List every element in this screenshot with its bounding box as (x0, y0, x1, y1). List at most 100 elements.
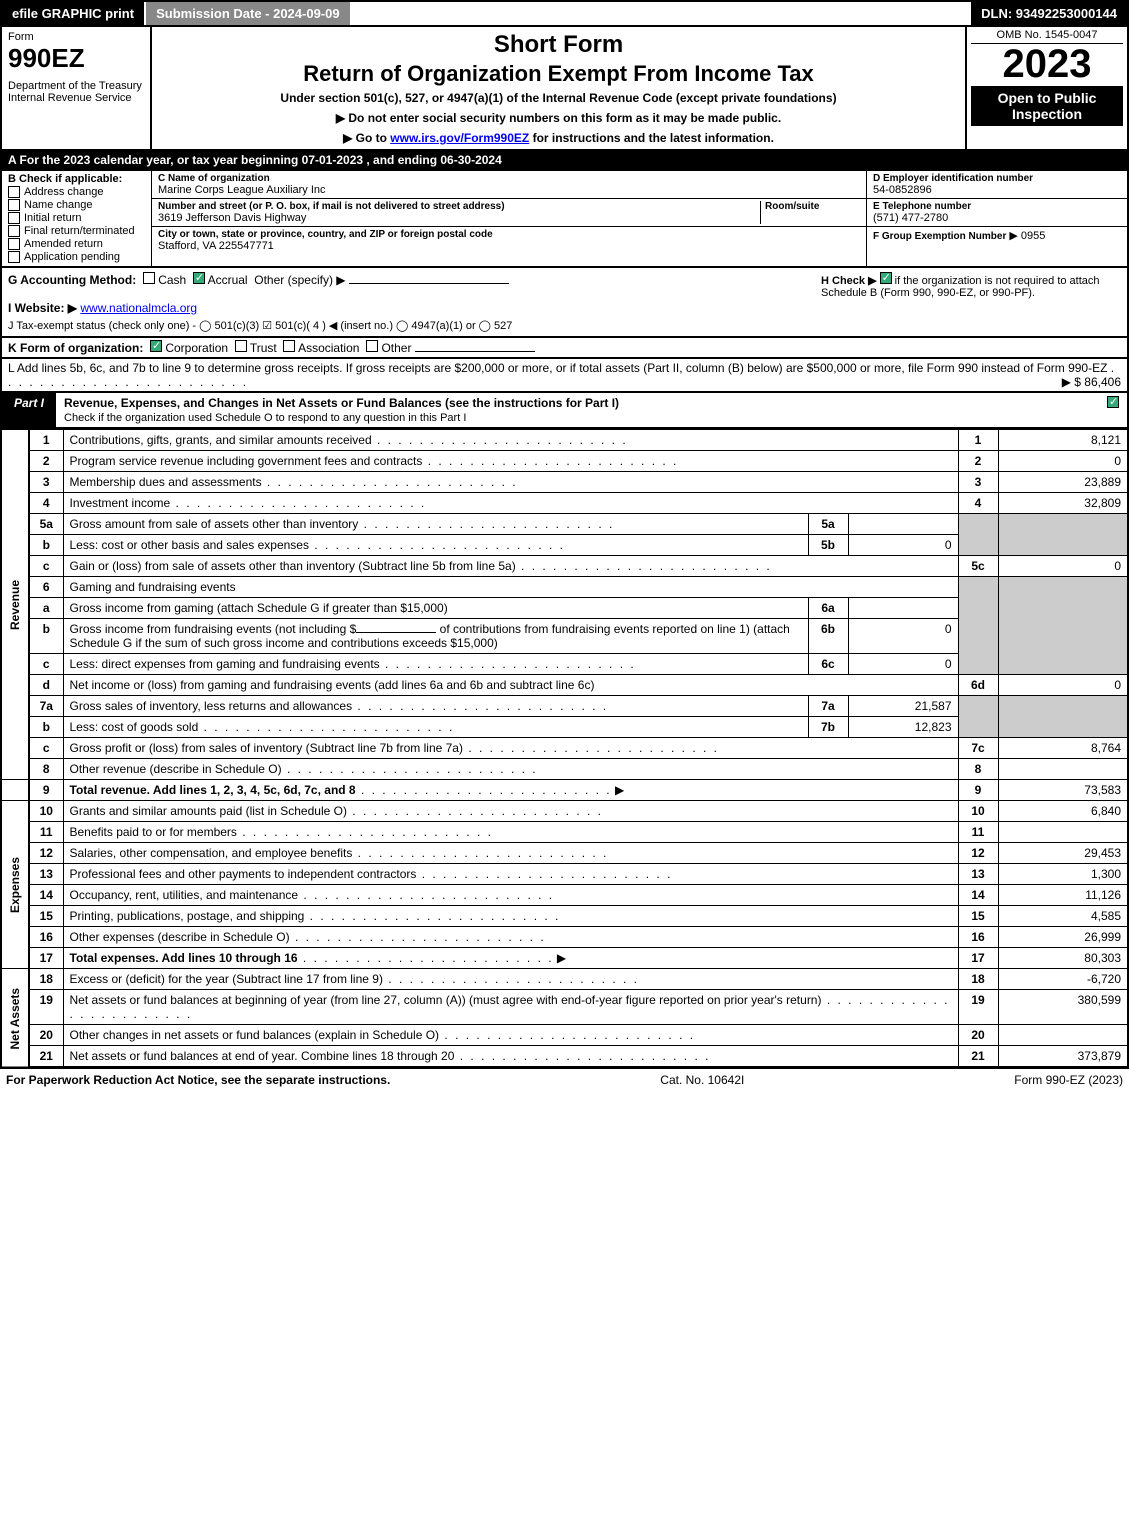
irs-link[interactable]: www.irs.gov/Form990EZ (390, 131, 529, 145)
efile-print-button[interactable]: efile GRAPHIC print (2, 2, 146, 25)
chk-label: Final return/terminated (24, 225, 135, 237)
checkbox-initial-return[interactable] (8, 212, 20, 224)
j-line: J Tax-exempt status (check only one) - ◯… (8, 319, 1121, 332)
checkbox-cash[interactable] (143, 272, 155, 284)
header-right: OMB No. 1545-0047 2023 Open to Public In… (967, 27, 1127, 149)
sub-value (848, 514, 958, 535)
footer-form-ref: Form 990-EZ (2023) (1014, 1073, 1123, 1087)
checkbox-name-change[interactable] (8, 199, 20, 211)
line-value (998, 759, 1128, 780)
street-label: Number and street (or P. O. box, if mail… (158, 201, 760, 212)
line-value: 80,303 (998, 948, 1128, 969)
line-value: 373,879 (998, 1046, 1128, 1068)
sub-value: 0 (848, 654, 958, 675)
checkbox-trust[interactable] (235, 340, 247, 352)
instruction-2: ▶ Go to www.irs.gov/Form990EZ for instru… (158, 131, 959, 145)
line-desc: Gaming and fundraising events (63, 577, 958, 598)
line-desc: Other revenue (describe in Schedule O) (70, 762, 282, 776)
line-value: 29,453 (998, 843, 1128, 864)
phone-label: E Telephone number (873, 201, 1121, 212)
checkbox-final-return[interactable] (8, 225, 20, 237)
sub-value: 12,823 (848, 717, 958, 738)
line-value: 0 (998, 451, 1128, 472)
org-name: Marine Corps League Auxiliary Inc (158, 184, 860, 196)
line-desc: Program service revenue including govern… (70, 454, 423, 468)
city-value: Stafford, VA 225547771 (158, 240, 860, 252)
line-num: 1 (29, 430, 63, 451)
sub-value: 21,587 (848, 696, 958, 717)
h-line: H Check ▶ if the organization is not req… (821, 272, 1121, 299)
tax-year: 2023 (971, 44, 1123, 84)
line-desc: Less: direct expenses from gaming and fu… (70, 657, 380, 671)
subtitle: Under section 501(c), 527, or 4947(a)(1)… (158, 91, 959, 105)
line-desc: Net income or (loss) from gaming and fun… (70, 678, 595, 692)
header-left: Form 990EZ Department of the Treasury In… (2, 27, 152, 149)
chk-label: Address change (24, 186, 104, 198)
l-value: ▶ $ 86,406 (1062, 375, 1121, 389)
line-desc: Occupancy, rent, utilities, and maintena… (70, 888, 299, 902)
checkbox-address-change[interactable] (8, 186, 20, 198)
part-1-header: Part I Revenue, Expenses, and Changes in… (0, 393, 1129, 429)
line-value: 1,300 (998, 864, 1128, 885)
line-desc: Gross income from gaming (attach Schedul… (70, 601, 448, 615)
cash-label: Cash (158, 273, 186, 287)
other-label: Other (specify) ▶ (254, 273, 345, 287)
line-desc: Salaries, other compensation, and employ… (70, 846, 353, 860)
line-desc: Excess or (deficit) for the year (Subtra… (70, 972, 383, 986)
other-specify-input[interactable] (349, 283, 509, 284)
checkbox-corporation[interactable] (150, 340, 162, 352)
line-desc: Total revenue. Add lines 1, 2, 3, 4, 5c,… (70, 783, 356, 797)
website-link[interactable]: www.nationalmcla.org (80, 301, 197, 315)
chk-label: Amended return (24, 238, 103, 250)
checkbox-amended-return[interactable] (8, 238, 20, 250)
ein-label: D Employer identification number (873, 173, 1121, 184)
part-1-table: Revenue 1 Contributions, gifts, grants, … (0, 429, 1129, 1068)
l-text: L Add lines 5b, 6c, and 7b to line 9 to … (8, 361, 1107, 375)
line-value: 0 (998, 675, 1128, 696)
line-value: 32,809 (998, 493, 1128, 514)
line-ref: 1 (958, 430, 998, 451)
accrual-label: Accrual (208, 273, 248, 287)
line-desc: Other expenses (describe in Schedule O) (70, 930, 290, 944)
checkbox-schedule-b[interactable] (880, 272, 892, 284)
h-pre: H Check ▶ (821, 275, 877, 287)
checkbox-accrual[interactable] (193, 272, 205, 284)
line-value: 0 (998, 556, 1128, 577)
checkbox-application-pending[interactable] (8, 251, 20, 263)
street-value: 3619 Jefferson Davis Highway (158, 212, 760, 224)
line-desc: Net assets or fund balances at end of ye… (70, 1049, 455, 1063)
form-label: Form (8, 31, 144, 43)
line-desc: Gross income from fundraising events (no… (63, 619, 808, 654)
netassets-side-label: Net Assets (1, 969, 29, 1068)
group-exemption-value: ▶ 0955 (1009, 230, 1045, 242)
g-h-section: G Accounting Method: Cash Accrual Other … (0, 268, 1129, 338)
line-value: -6,720 (998, 969, 1128, 990)
k-label: K Form of organization: (8, 341, 143, 355)
line-desc: Gross amount from sale of assets other t… (70, 517, 359, 531)
line-desc: Professional fees and other payments to … (70, 867, 417, 881)
other-org-input[interactable] (415, 351, 535, 352)
line-value: 23,889 (998, 472, 1128, 493)
line-desc: Grants and similar amounts paid (list in… (70, 804, 347, 818)
line-desc: Benefits paid to or for members (70, 825, 237, 839)
line-desc: Gross sales of inventory, less returns a… (70, 699, 353, 713)
checkbox-other-org[interactable] (366, 340, 378, 352)
chk-label: Application pending (24, 251, 120, 263)
open-to-public: Open to Public Inspection (971, 86, 1123, 126)
line-desc: Investment income (70, 496, 171, 510)
line-value (998, 822, 1128, 843)
org-name-label: C Name of organization (158, 173, 860, 184)
contrib-amount-input[interactable] (356, 632, 436, 633)
info-block: B Check if applicable: Address change Na… (0, 171, 1129, 268)
revenue-side-label: Revenue (1, 430, 29, 780)
checkbox-association[interactable] (283, 340, 295, 352)
line-desc: Total expenses. Add lines 10 through 16 (70, 951, 298, 965)
line-desc: Less: cost of goods sold (70, 720, 199, 734)
website-label: I Website: ▶ (8, 301, 77, 315)
checkbox-schedule-o[interactable] (1107, 396, 1119, 408)
line-value: 73,583 (998, 780, 1128, 801)
chk-label: Name change (24, 199, 93, 211)
line-value: 4,585 (998, 906, 1128, 927)
line-value: 6,840 (998, 801, 1128, 822)
part-1-check-text: Check if the organization used Schedule … (64, 412, 466, 424)
